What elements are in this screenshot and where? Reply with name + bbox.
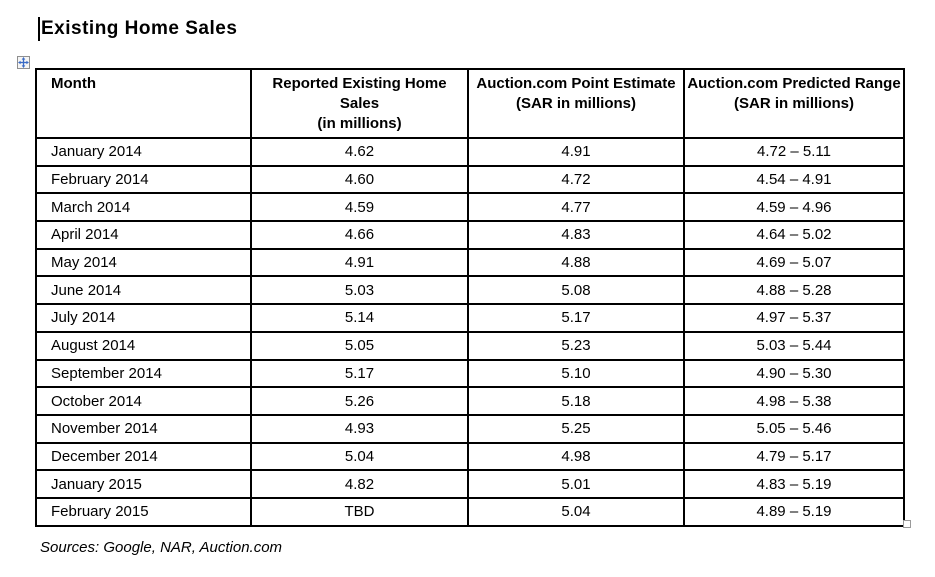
table-row: October 2014 5.26 5.18 4.98 – 5.38 — [35, 386, 905, 416]
cell-month[interactable]: May 2014 — [35, 247, 252, 278]
cell-month[interactable]: January 2015 — [35, 469, 252, 499]
table-row: April 2014 4.66 4.83 4.64 – 5.02 — [35, 220, 905, 250]
cell-point-estimate[interactable]: 4.88 — [467, 247, 685, 278]
cell-point-estimate[interactable]: 4.83 — [467, 220, 685, 250]
cell-predicted-range[interactable]: 4.83 – 5.19 — [683, 469, 905, 499]
table-row: January 2014 4.62 4.91 4.72 – 5.11 — [35, 137, 905, 167]
cell-reported[interactable]: 4.59 — [250, 192, 469, 223]
cell-point-estimate[interactable]: 4.72 — [467, 164, 685, 195]
cell-month[interactable]: February 2014 — [35, 164, 252, 195]
cell-month[interactable]: November 2014 — [35, 413, 252, 444]
column-label: Auction.com Predicted Range — [687, 75, 901, 92]
cell-reported[interactable]: 5.03 — [250, 275, 469, 306]
cell-predicted-range[interactable]: 4.59 – 4.96 — [683, 192, 905, 223]
table-row: February 2014 4.60 4.72 4.54 – 4.91 — [35, 164, 905, 195]
table-row: January 2015 4.82 5.01 4.83 – 5.19 — [35, 469, 905, 499]
cell-reported[interactable]: 5.05 — [250, 330, 469, 361]
table-row: June 2014 5.03 5.08 4.88 – 5.28 — [35, 275, 905, 306]
cell-month[interactable]: July 2014 — [35, 303, 252, 333]
cell-month[interactable]: September 2014 — [35, 358, 252, 389]
column-label: Month — [51, 75, 96, 92]
cell-reported[interactable]: 4.93 — [250, 413, 469, 444]
cell-point-estimate[interactable]: 4.98 — [467, 441, 685, 472]
cell-month[interactable]: December 2014 — [35, 441, 252, 472]
column-unit: (SAR in millions) — [516, 95, 636, 112]
table-row: August 2014 5.05 5.23 5.03 – 5.44 — [35, 330, 905, 361]
cell-predicted-range[interactable]: 4.69 – 5.07 — [683, 247, 905, 278]
sources-note[interactable]: Sources: Google, NAR, Auction.com — [40, 539, 283, 556]
table-header-row: Month Reported Existing Home Sales (in m… — [35, 68, 905, 139]
cell-predicted-range[interactable]: 4.97 – 5.37 — [683, 303, 905, 333]
page-title: Existing Home Sales — [41, 18, 238, 39]
table-row: November 2014 4.93 5.25 5.05 – 5.46 — [35, 413, 905, 444]
cell-reported[interactable]: 5.17 — [250, 358, 469, 389]
cell-point-estimate[interactable]: 5.01 — [467, 469, 685, 499]
cell-month[interactable]: October 2014 — [35, 386, 252, 416]
table-row: May 2014 4.91 4.88 4.69 – 5.07 — [35, 247, 905, 278]
table-move-handle[interactable] — [17, 56, 30, 69]
text-cursor — [38, 17, 40, 41]
column-unit: (SAR in millions) — [734, 95, 854, 112]
cell-reported[interactable]: 4.66 — [250, 220, 469, 250]
cell-month[interactable]: January 2014 — [35, 137, 252, 167]
cell-month[interactable]: March 2014 — [35, 192, 252, 223]
cell-point-estimate[interactable]: 5.23 — [467, 330, 685, 361]
cell-point-estimate[interactable]: 4.77 — [467, 192, 685, 223]
cell-reported[interactable]: 5.26 — [250, 386, 469, 416]
cell-predicted-range[interactable]: 4.79 – 5.17 — [683, 441, 905, 472]
cell-reported[interactable]: 5.04 — [250, 441, 469, 472]
table-resize-handle[interactable] — [903, 520, 911, 528]
cell-reported[interactable]: 4.91 — [250, 247, 469, 278]
table-row: March 2014 4.59 4.77 4.59 – 4.96 — [35, 192, 905, 223]
column-header-point-estimate[interactable]: Auction.com Point Estimate (SAR in milli… — [467, 68, 685, 139]
cell-point-estimate[interactable]: 4.91 — [467, 137, 685, 167]
cell-month[interactable]: April 2014 — [35, 220, 252, 250]
cell-point-estimate[interactable]: 5.17 — [467, 303, 685, 333]
cell-month[interactable]: June 2014 — [35, 275, 252, 306]
cell-point-estimate[interactable]: 5.04 — [467, 496, 685, 527]
cell-point-estimate[interactable]: 5.08 — [467, 275, 685, 306]
table-row: December 2014 5.04 4.98 4.79 – 5.17 — [35, 441, 905, 472]
cell-predicted-range[interactable]: 4.88 – 5.28 — [683, 275, 905, 306]
cell-predicted-range[interactable]: 4.90 – 5.30 — [683, 358, 905, 389]
cell-point-estimate[interactable]: 5.25 — [467, 413, 685, 444]
move-icon — [18, 57, 29, 68]
table-row: July 2014 5.14 5.17 4.97 – 5.37 — [35, 303, 905, 333]
table-row: September 2014 5.17 5.10 4.90 – 5.30 — [35, 358, 905, 389]
cell-reported[interactable]: 5.14 — [250, 303, 469, 333]
column-unit: (in millions) — [317, 115, 402, 132]
cell-month[interactable]: February 2015 — [35, 496, 252, 527]
cell-month[interactable]: August 2014 — [35, 330, 252, 361]
cell-predicted-range[interactable]: 4.89 – 5.19 — [683, 496, 905, 527]
column-header-predicted-range[interactable]: Auction.com Predicted Range (SAR in mill… — [683, 68, 905, 139]
cell-predicted-range[interactable]: 4.72 – 5.11 — [683, 137, 905, 167]
column-header-reported-sales[interactable]: Reported Existing Home Sales (in million… — [250, 68, 469, 139]
existing-home-sales-table: Month Reported Existing Home Sales (in m… — [35, 68, 905, 527]
column-label: Auction.com Point Estimate — [476, 75, 676, 92]
cell-reported[interactable]: 4.82 — [250, 469, 469, 499]
column-header-month[interactable]: Month — [35, 68, 252, 139]
cell-predicted-range[interactable]: 4.64 – 5.02 — [683, 220, 905, 250]
cell-point-estimate[interactable]: 5.18 — [467, 386, 685, 416]
cell-predicted-range[interactable]: 4.98 – 5.38 — [683, 386, 905, 416]
cell-predicted-range[interactable]: 4.54 – 4.91 — [683, 164, 905, 195]
cell-reported[interactable]: 4.60 — [250, 164, 469, 195]
document-title-line[interactable]: Existing Home Sales — [38, 15, 237, 43]
column-label: Reported Existing Home Sales — [272, 75, 447, 112]
cell-reported[interactable]: TBD — [250, 496, 469, 527]
cell-predicted-range[interactable]: 5.05 – 5.46 — [683, 413, 905, 444]
cell-predicted-range[interactable]: 5.03 – 5.44 — [683, 330, 905, 361]
cell-point-estimate[interactable]: 5.10 — [467, 358, 685, 389]
table-row: February 2015 TBD 5.04 4.89 – 5.19 — [35, 496, 905, 527]
cell-reported[interactable]: 4.62 — [250, 137, 469, 167]
